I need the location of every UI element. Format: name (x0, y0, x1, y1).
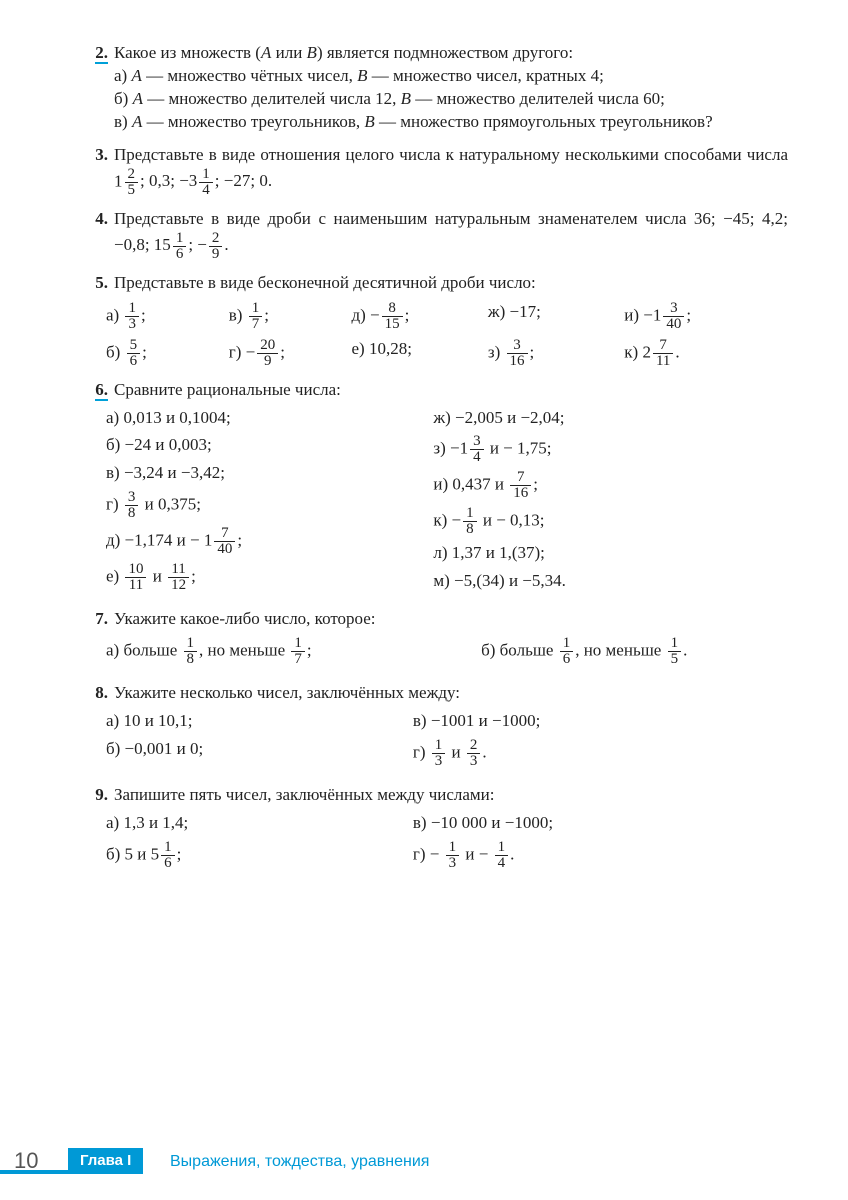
problem-sub: ж) −2,005 и −2,04; (433, 407, 788, 430)
problem-text: Представьте в виде бесконечной десятично… (114, 272, 788, 295)
problem-text: Представьте в виде отношения целого числ… (114, 145, 788, 190)
problem-number: 9. (80, 784, 114, 807)
problem-sub: а) больше 18, но меньше 17; (106, 636, 481, 667)
chapter-title: Выражения, тождества, уравнения (170, 1151, 429, 1173)
problem-row: а) 13; в) 17; д) −815; ж) −17; и) −1340; (106, 301, 788, 332)
problem-sub: б) 5 и 516; (106, 840, 413, 871)
problem-sub: и) 0,437 и 716; (433, 470, 788, 501)
problem-row: б) 56; г) −209; е) 10,28; з) 316; к) 271… (106, 338, 788, 369)
problem-3: 3. Представьте в виде отношения целого ч… (80, 144, 788, 198)
problem-4: 4. Представьте в виде дроби с наименьшим… (80, 208, 788, 262)
problem-number: 4. (80, 208, 114, 262)
problem-sub: в) −3,24 и −3,42; (106, 462, 433, 485)
problem-sub: а) 10 и 10,1; (106, 710, 413, 733)
problem-sub: б) A — множество делителей числа 12, B —… (114, 89, 665, 108)
page: 2. Какое из множеств (A или B) является … (0, 0, 848, 1200)
problem-sub: м) −5,(34) и −5,34. (433, 570, 788, 593)
problem-sub: з) −134 и − 1,75; (433, 434, 788, 465)
problem-text: Представьте в виде дроби с наименьшим на… (114, 209, 788, 254)
problem-sub: в) −10 000 и −1000; (413, 812, 788, 835)
problem-sub: б) −0,001 и 0; (106, 738, 413, 761)
problem-text: Укажите несколько чисел, заключённых меж… (114, 682, 788, 705)
problem-text: Запишите пять чисел, заключённых между ч… (114, 784, 788, 807)
problem-sub: б) −24 и 0,003; (106, 434, 433, 457)
problem-7: 7. Укажите какое-либо число, которое: а)… (80, 608, 788, 672)
problem-sub: б) больше 16, но меньше 15. (481, 636, 788, 667)
problem-text: Укажите какое-либо число, которое: (114, 608, 788, 631)
problem-sub: а) 1,3 и 1,4; (106, 812, 413, 835)
problem-sub: в) −1001 и −1000; (413, 710, 788, 733)
problem-sub: а) 0,013 и 0,1004; (106, 407, 433, 430)
problem-sub: в) A — множество треугольников, B — множ… (114, 112, 713, 131)
problem-8: 8. Укажите несколько чисел, заключённых … (80, 682, 788, 774)
problem-number: 8. (80, 682, 114, 705)
problem-text: Сравните рациональные числа: (114, 379, 788, 402)
problem-sub: е) 1011 и 1112; (106, 562, 433, 593)
problem-sub: л) 1,37 и 1,(37); (433, 542, 788, 565)
problem-6: 6. Сравните рациональные числа: а) 0,013… (80, 379, 788, 599)
problem-sub: г) 38 и 0,375; (106, 490, 433, 521)
problem-number: 2. (95, 43, 108, 64)
problem-9: 9. Запишите пять чисел, заключённых межд… (80, 784, 788, 876)
problem-number: 6. (95, 380, 108, 401)
problem-text: Какое из множеств (A или B) является под… (114, 43, 573, 62)
problem-5: 5. Представьте в виде бесконечной десяти… (80, 272, 788, 369)
footer-line (0, 1170, 68, 1174)
problem-sub: г) − 13 и − 14. (413, 840, 788, 871)
problem-number: 5. (80, 272, 114, 295)
page-footer: 10 Глава I Выражения, тождества, уравнен… (0, 1146, 848, 1174)
problem-sub: д) −1,174 и − 1740; (106, 526, 433, 557)
problem-2: 2. Какое из множеств (A или B) является … (80, 42, 788, 134)
problem-sub: г) 13 и 23. (413, 738, 788, 769)
problem-sub: к) −18 и − 0,13; (433, 506, 788, 537)
problem-sub: а) A — множество чётных чисел, B — множе… (114, 66, 604, 85)
chapter-label: Глава I (68, 1148, 143, 1174)
problem-number: 3. (80, 144, 114, 198)
problem-number: 7. (80, 608, 114, 631)
